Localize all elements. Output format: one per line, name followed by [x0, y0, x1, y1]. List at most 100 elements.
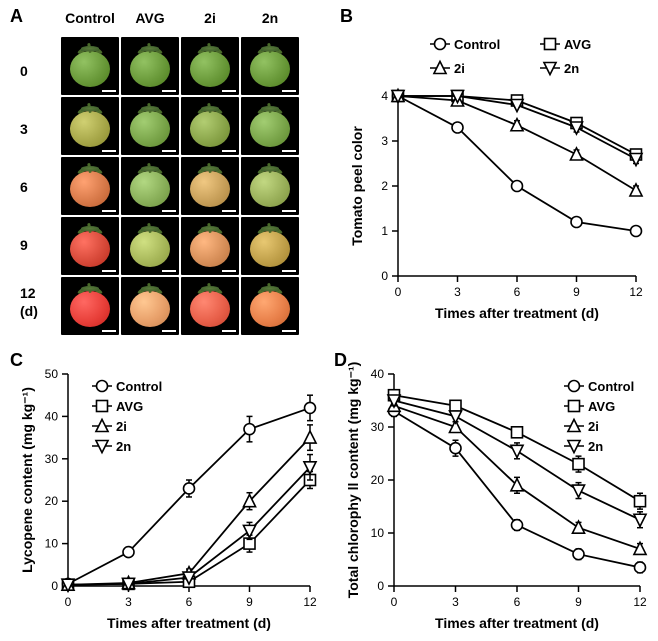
tomato-icon [250, 171, 290, 207]
col-header: 2i [180, 10, 240, 26]
legend-label: AVG [588, 399, 615, 414]
row-label: 12(d) [20, 274, 38, 332]
series-line-2i [68, 438, 310, 585]
col-header: Control [60, 10, 120, 26]
panel-a-col-headers: ControlAVG2i2n [60, 10, 300, 26]
stem-icon [197, 103, 223, 115]
scalebar [162, 210, 176, 212]
x-tick-label: 12 [629, 285, 643, 299]
y-tick-label: 10 [371, 526, 385, 540]
tomato-cell [241, 157, 299, 215]
panel-d: D 036912010203040Times after treatment (… [334, 350, 654, 636]
tomato-cell [61, 277, 119, 335]
marker-circle [305, 402, 316, 413]
tomato-icon [130, 231, 170, 267]
marker-circle [450, 443, 461, 454]
legend-label: AVG [116, 399, 143, 414]
scalebar [102, 210, 116, 212]
tomato-icon [190, 111, 230, 147]
tomato-icon [70, 111, 110, 147]
stem-icon [197, 43, 223, 55]
tomato-icon [190, 51, 230, 87]
x-tick-label: 6 [514, 595, 521, 609]
legend-label: Control [588, 379, 634, 394]
marker-circle [512, 181, 523, 192]
row-label: 3 [20, 100, 38, 158]
tomato-cell [61, 97, 119, 155]
row-label: 0 [20, 42, 38, 100]
x-tick-label: 0 [395, 285, 402, 299]
y-tick-label: 4 [381, 89, 388, 103]
y-tick-label: 0 [51, 579, 58, 593]
marker-circle [573, 549, 584, 560]
grid-row [60, 276, 300, 336]
marker-circle [571, 217, 582, 228]
marker-triangle-up [572, 521, 584, 533]
x-tick-label: 3 [452, 595, 459, 609]
panel-b: B 03691201234Times after treatment (d)To… [340, 6, 650, 326]
tomato-cell [241, 37, 299, 95]
stem-icon [137, 163, 163, 175]
stem-icon [197, 223, 223, 235]
marker-triangle-down [634, 514, 646, 526]
marker-triangle-down [511, 445, 523, 457]
col-header: AVG [120, 10, 180, 26]
x-tick-label: 12 [633, 595, 647, 609]
scalebar [222, 210, 236, 212]
series-line-Control [398, 96, 636, 231]
tomato-icon [250, 291, 290, 327]
y-tick-label: 20 [371, 473, 385, 487]
marker-square [97, 401, 108, 412]
tomato-cell [61, 217, 119, 275]
tomato-cell [181, 37, 239, 95]
chart-d: 036912010203040Times after treatment (d)… [334, 350, 654, 636]
legend-label: 2n [564, 61, 579, 76]
panel-a-grid [60, 36, 300, 336]
tomato-icon [190, 231, 230, 267]
tomato-cell [121, 217, 179, 275]
tomato-cell [181, 217, 239, 275]
tomato-cell [121, 157, 179, 215]
y-tick-label: 1 [381, 224, 388, 238]
panel-a: A ControlAVG2i2n 036912(d) [10, 6, 320, 346]
marker-circle [123, 547, 134, 558]
x-tick-label: 6 [514, 285, 521, 299]
stem-icon [257, 103, 283, 115]
stem-icon [137, 43, 163, 55]
legend-label: 2n [588, 439, 603, 454]
tomato-icon [70, 51, 110, 87]
y-tick-label: 30 [45, 452, 59, 466]
y-tick-label: 10 [45, 537, 59, 551]
marker-circle [569, 381, 580, 392]
stem-icon [137, 223, 163, 235]
panel-c-label: C [10, 350, 23, 371]
legend-label: AVG [564, 37, 591, 52]
scalebar [162, 270, 176, 272]
marker-triangle-up [511, 119, 523, 131]
grid-row [60, 156, 300, 216]
legend-label: 2i [116, 419, 127, 434]
stem-icon [257, 43, 283, 55]
marker-triangle-down [243, 525, 255, 537]
grid-row [60, 216, 300, 276]
marker-circle [512, 520, 523, 531]
scalebar [162, 90, 176, 92]
tomato-cell [241, 277, 299, 335]
tomato-icon [70, 291, 110, 327]
scalebar [102, 330, 116, 332]
panel-d-label: D [334, 350, 347, 371]
tomato-cell [121, 37, 179, 95]
tomato-cell [61, 157, 119, 215]
grid-row [60, 36, 300, 96]
tomato-icon [250, 231, 290, 267]
col-header: 2n [240, 10, 300, 26]
scalebar [102, 150, 116, 152]
scalebar [282, 150, 296, 152]
tomato-icon [250, 111, 290, 147]
legend-label: 2i [588, 419, 599, 434]
tomato-cell [61, 37, 119, 95]
chart-c: 03691201020304050Times after treatment (… [10, 350, 324, 636]
grid-row [60, 96, 300, 156]
tomato-icon [130, 291, 170, 327]
stem-icon [77, 223, 103, 235]
